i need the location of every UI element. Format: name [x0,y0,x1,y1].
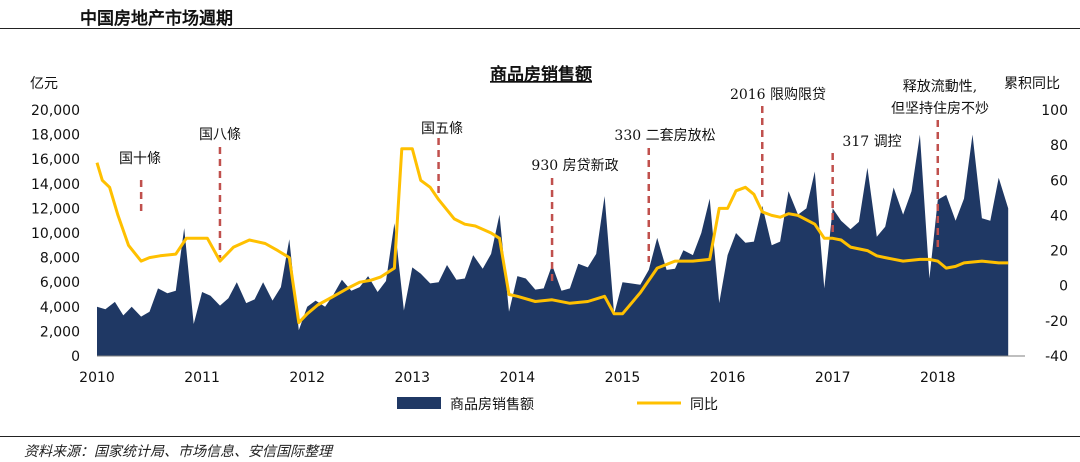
left-tick-label: 6,000 [40,275,80,291]
right-tick-label: 80 [1050,138,1068,154]
left-tick-label: 20,000 [31,103,80,119]
sales-area [97,134,1009,356]
annotation-label: 317 调控 [842,134,901,150]
footer-divider [0,436,1080,437]
right-axis-label: 累积同比 [1004,76,1060,92]
sales-chart: 商品房销售额 亿元 累积同比 0 2,000 4,000 6,000 8,000 10,0… [30,64,1068,413]
left-tick-label: 8,000 [40,251,80,267]
annotation-label: 930 房贷新政 [531,158,618,174]
right-tick-label: -40 [1045,349,1068,365]
x-tick-label: 2015 [605,370,641,386]
annotation-label: 国十條 [119,151,161,167]
left-tick-label: 10,000 [31,226,80,242]
left-tick-label: 4,000 [40,300,80,316]
left-tick-label: 14,000 [31,177,80,193]
chart-legend: 商品房销售额 同比 [397,397,718,413]
x-tick-label: 2010 [79,370,115,386]
left-tick-label: 12,000 [31,201,80,217]
left-tick-label: 16,000 [31,152,80,168]
x-tick-label: 2017 [815,370,851,386]
left-tick-label: 2,000 [40,324,80,340]
legend-label-sales: 商品房销售额 [450,397,534,413]
annotation-label: 2016 限购限贷 [730,87,826,103]
right-tick-label: 60 [1050,173,1068,189]
left-tick-label: 18,000 [31,128,80,144]
source-note: 资料来源：国家统计局、市场信息、安信国际整理 [24,444,332,460]
annotation-labels: 国十條 国八條 国五條 930 房贷新政 330 二套房放松 2016 限购限贷 317 调… [119,79,989,174]
annotation-label: 释放流動性, [903,79,977,95]
legend-label-yoy: 同比 [690,397,718,413]
left-tick-label: 0 [71,349,80,365]
annotation-label: 国八條 [199,127,241,143]
yoy-line [95,147,1009,325]
page-header-title: 中国房地产市场週期 [80,9,233,29]
annotation-lines [139,106,940,285]
x-tick-label: 2013 [394,370,430,386]
right-tick-label: 100 [1041,103,1068,119]
legend-swatch-sales [397,397,441,409]
x-tick-label: 2011 [184,370,220,386]
chart-title: 商品房销售额 [490,64,592,85]
left-axis-label: 亿元 [30,76,58,92]
annotation-label: 国五條 [421,121,463,137]
header-divider [0,28,1080,29]
right-tick-label: 0 [1059,279,1068,295]
yoy-line-layer [95,147,1009,325]
axis-layer: 0 2,000 4,000 6,000 8,000 10,000 12,000 14,000 1… [31,103,1068,386]
annotation-label: 330 二套房放松 [614,128,715,144]
annotation-label: 但坚持住房不炒 [891,101,989,117]
x-tick-label: 2018 [920,370,956,386]
right-tick-label: -20 [1045,314,1068,330]
x-tick-label: 2012 [289,370,325,386]
right-tick-label: 20 [1050,244,1068,260]
x-tick-label: 2014 [500,370,536,386]
sales-area-layer [97,134,1009,356]
x-tick-label: 2016 [710,370,746,386]
right-tick-label: 40 [1050,208,1068,224]
